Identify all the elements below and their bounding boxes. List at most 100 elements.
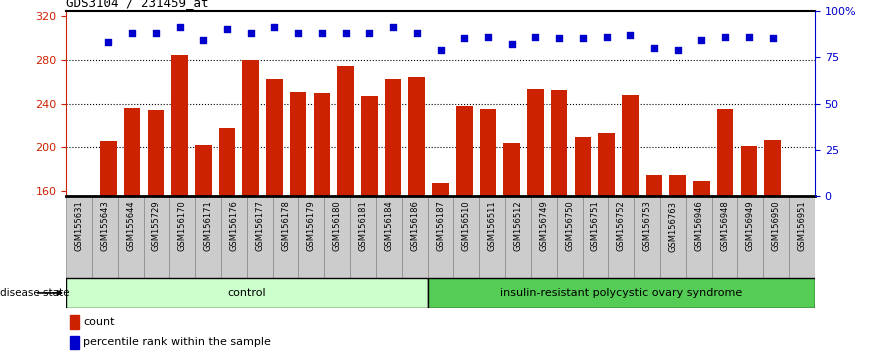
Bar xyxy=(299,196,324,278)
Bar xyxy=(169,196,196,278)
Bar xyxy=(693,181,710,196)
Bar xyxy=(272,196,299,278)
Bar xyxy=(609,196,634,278)
Text: GSM156950: GSM156950 xyxy=(772,200,781,251)
Point xyxy=(101,39,115,45)
Bar xyxy=(479,196,505,278)
Bar xyxy=(221,196,247,278)
Text: GSM155729: GSM155729 xyxy=(152,200,161,251)
Bar xyxy=(622,95,639,196)
Bar xyxy=(314,93,330,196)
Bar xyxy=(427,196,454,278)
Text: GSM156186: GSM156186 xyxy=(411,200,419,251)
Bar xyxy=(324,196,350,278)
Point xyxy=(766,36,780,41)
Bar xyxy=(456,106,472,196)
Text: GSM156179: GSM156179 xyxy=(307,200,316,251)
Text: GSM156512: GSM156512 xyxy=(514,200,522,251)
Bar xyxy=(670,175,686,196)
Bar xyxy=(337,67,354,196)
Bar xyxy=(350,196,376,278)
Text: GSM155644: GSM155644 xyxy=(126,200,135,251)
Point xyxy=(505,41,519,47)
Bar xyxy=(763,196,789,278)
Point xyxy=(599,34,613,40)
Bar xyxy=(402,196,427,278)
Bar xyxy=(290,92,307,196)
Bar xyxy=(147,110,164,196)
Text: insulin-resistant polycystic ovary syndrome: insulin-resistant polycystic ovary syndr… xyxy=(500,288,743,298)
Bar xyxy=(531,196,557,278)
Bar xyxy=(376,196,402,278)
Point xyxy=(410,30,424,36)
Point xyxy=(647,45,661,51)
Bar xyxy=(70,315,79,329)
Bar xyxy=(433,183,448,196)
Text: GSM156752: GSM156752 xyxy=(617,200,626,251)
Text: GSM156511: GSM156511 xyxy=(488,200,497,251)
Text: GSM156181: GSM156181 xyxy=(359,200,367,251)
Bar xyxy=(100,141,116,196)
Point xyxy=(149,30,163,36)
Text: GSM156749: GSM156749 xyxy=(539,200,548,251)
Bar xyxy=(92,196,118,278)
Point xyxy=(433,47,448,52)
Bar xyxy=(505,196,531,278)
Bar xyxy=(551,90,567,196)
Bar xyxy=(118,196,144,278)
Bar xyxy=(646,175,663,196)
Bar xyxy=(737,196,763,278)
Text: GSM156753: GSM156753 xyxy=(642,200,652,251)
Text: count: count xyxy=(83,317,115,327)
Point xyxy=(268,24,282,30)
Bar xyxy=(361,96,378,196)
Text: GSM156178: GSM156178 xyxy=(281,200,290,251)
Bar xyxy=(242,60,259,196)
Bar xyxy=(144,196,169,278)
Point xyxy=(481,34,495,40)
Point xyxy=(694,38,708,43)
Text: GSM156946: GSM156946 xyxy=(694,200,703,251)
Bar xyxy=(454,196,479,278)
Bar xyxy=(717,109,734,196)
Text: GSM156763: GSM156763 xyxy=(669,200,677,252)
Text: GSM156951: GSM156951 xyxy=(797,200,806,251)
Bar xyxy=(266,80,283,196)
Text: GSM156187: GSM156187 xyxy=(436,200,445,251)
Point xyxy=(718,34,732,40)
Bar xyxy=(479,109,496,196)
Point xyxy=(244,30,258,36)
Text: GSM156177: GSM156177 xyxy=(255,200,264,251)
Bar xyxy=(712,196,737,278)
Text: GSM156170: GSM156170 xyxy=(178,200,187,251)
Bar xyxy=(218,127,235,196)
Bar xyxy=(66,278,427,308)
Text: GSM156510: GSM156510 xyxy=(462,200,470,251)
Bar xyxy=(195,145,211,196)
Bar xyxy=(765,139,781,196)
Bar xyxy=(427,278,815,308)
Point xyxy=(670,47,685,52)
Point xyxy=(362,30,376,36)
Point xyxy=(386,24,400,30)
Text: GSM156949: GSM156949 xyxy=(746,200,755,251)
Point xyxy=(196,38,211,43)
Bar xyxy=(247,196,272,278)
Bar xyxy=(789,196,815,278)
Bar xyxy=(409,77,425,196)
Bar xyxy=(660,196,685,278)
Text: percentile rank within the sample: percentile rank within the sample xyxy=(83,337,270,348)
Text: GSM156750: GSM156750 xyxy=(565,200,574,251)
Bar xyxy=(557,196,582,278)
Point xyxy=(552,36,566,41)
Bar xyxy=(70,336,79,349)
Bar xyxy=(196,196,221,278)
Text: disease state: disease state xyxy=(0,288,70,298)
Text: GSM156176: GSM156176 xyxy=(229,200,239,251)
Point xyxy=(291,30,305,36)
Bar xyxy=(582,196,609,278)
Bar xyxy=(124,108,140,196)
Bar xyxy=(685,196,712,278)
Point xyxy=(576,36,590,41)
Bar xyxy=(574,137,591,196)
